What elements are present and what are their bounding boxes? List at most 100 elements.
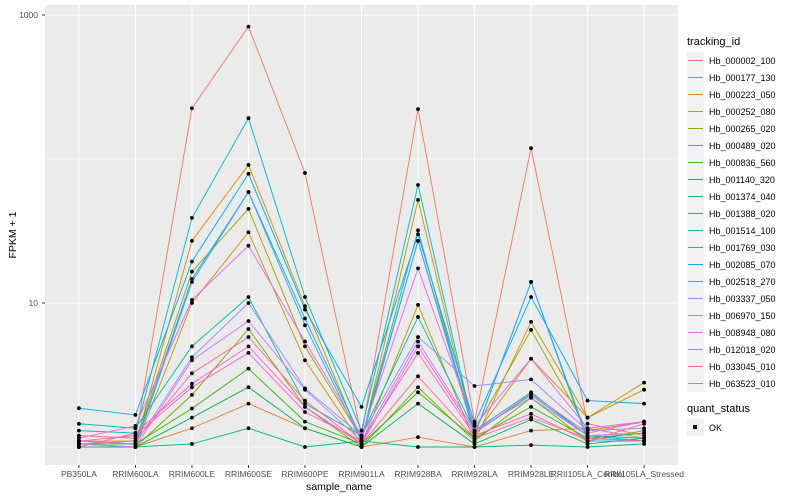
data-point (190, 371, 194, 376)
legend-item-label: Hb_012018_020 (709, 344, 776, 355)
data-point (190, 385, 194, 390)
data-point (246, 327, 251, 331)
legend-key-box (687, 103, 704, 120)
data-point (246, 401, 251, 406)
legend-item: Hb_003337_050 (687, 290, 799, 307)
legend-item: Hb_000489_020 (687, 137, 799, 154)
data-point (77, 442, 81, 446)
legend-item-label: Hb_000177_130 (709, 72, 776, 83)
data-point (133, 445, 138, 449)
data-point (585, 445, 590, 449)
legend-key-box (687, 154, 704, 171)
legend-key-box (687, 222, 704, 239)
data-point (359, 404, 364, 409)
x-tick-label: RRIM600LA (112, 469, 159, 479)
data-point (303, 323, 307, 328)
data-point (303, 171, 307, 175)
data-point (416, 435, 420, 440)
data-point (190, 277, 194, 281)
legend-item-label: Hb_033045_010 (709, 361, 776, 372)
legend-key-box (687, 239, 704, 256)
data-point (472, 424, 477, 428)
legend-item: Hb_000177_130 (687, 69, 799, 86)
legend-item-label: Hb_002518_270 (709, 276, 776, 287)
legend-item: Hb_000002_100 (687, 52, 799, 69)
data-point (190, 106, 194, 111)
legend-item: Hb_001374_040 (687, 188, 799, 205)
data-point (585, 398, 590, 403)
data-point (416, 303, 420, 307)
data-point (416, 339, 420, 344)
data-point (642, 436, 646, 441)
series-color-swatch-icon (688, 145, 703, 146)
y-tick-label: 10 (28, 298, 38, 308)
data-point (246, 301, 251, 305)
series-color-swatch-icon (688, 111, 703, 112)
data-point (416, 107, 420, 112)
legend-item-label: Hb_001374_040 (709, 191, 776, 202)
data-point (303, 426, 307, 431)
data-point (529, 395, 533, 400)
data-point (190, 442, 194, 446)
data-point (190, 280, 194, 284)
data-point (190, 344, 194, 349)
data-point (246, 171, 251, 176)
legend-key-box (687, 120, 704, 137)
series-color-swatch-icon (688, 383, 703, 384)
data-point (529, 428, 533, 433)
legend-item: Hb_012018_020 (687, 341, 799, 358)
data-point (190, 259, 194, 264)
series-color-swatch-icon (688, 128, 703, 129)
data-point (416, 351, 420, 355)
data-point (190, 358, 194, 363)
data-point (472, 442, 477, 446)
data-point (416, 385, 420, 390)
data-point (642, 421, 646, 426)
data-point (472, 445, 477, 449)
y-axis-title: FPKM + 1 (7, 211, 19, 259)
data-point (416, 266, 420, 271)
data-point (585, 439, 590, 443)
legend-item-label: Hb_001140_320 (709, 174, 775, 185)
legend-key-box (687, 290, 704, 307)
x-tick-label: RRIM928LA (451, 469, 498, 479)
series-color-swatch-icon (688, 94, 703, 95)
data-point (190, 301, 194, 305)
data-point (642, 380, 646, 385)
x-tick-label: RRIM600LE (168, 469, 216, 479)
legend-key-box (687, 324, 704, 341)
legend-item: Hb_001514_100 (687, 222, 799, 239)
data-point (133, 413, 138, 417)
legend-key-box (687, 205, 704, 222)
x-tick-label: RRII105LA_Stressed (604, 469, 685, 479)
data-point (77, 428, 81, 433)
legend-title-quant-status: quant_status (687, 403, 750, 415)
legend-key-box (687, 341, 704, 358)
data-point (585, 421, 590, 426)
data-point (246, 207, 251, 211)
data-point (77, 439, 81, 443)
data-point (190, 406, 194, 411)
x-tick-label: RRIM928LE (507, 469, 555, 479)
legend-key-box (687, 307, 704, 324)
series-color-swatch-icon (688, 247, 703, 248)
x-tick-label: PB350LA (60, 469, 97, 479)
series-color-swatch-icon (688, 77, 703, 78)
legend-item-label: Hb_000223_050 (709, 89, 776, 100)
data-point (529, 328, 533, 332)
legend: tracking_id Hb_000002_100 Hb_000177_130 Hb… (687, 36, 799, 436)
legend-key-box (687, 375, 704, 392)
data-point (416, 315, 420, 319)
legend-item: Hb_063523_010 (687, 375, 799, 392)
series-color-swatch-icon (688, 213, 703, 214)
legend-key-box (687, 69, 704, 86)
legend-item-label: OK (709, 422, 723, 433)
legend-item-label: Hb_000002_100 (709, 55, 776, 66)
series-color-swatch-icon (688, 332, 703, 333)
legend-key-box (687, 256, 704, 273)
series-color-swatch-icon (688, 366, 703, 367)
data-point (529, 319, 533, 324)
data-point (77, 433, 81, 438)
